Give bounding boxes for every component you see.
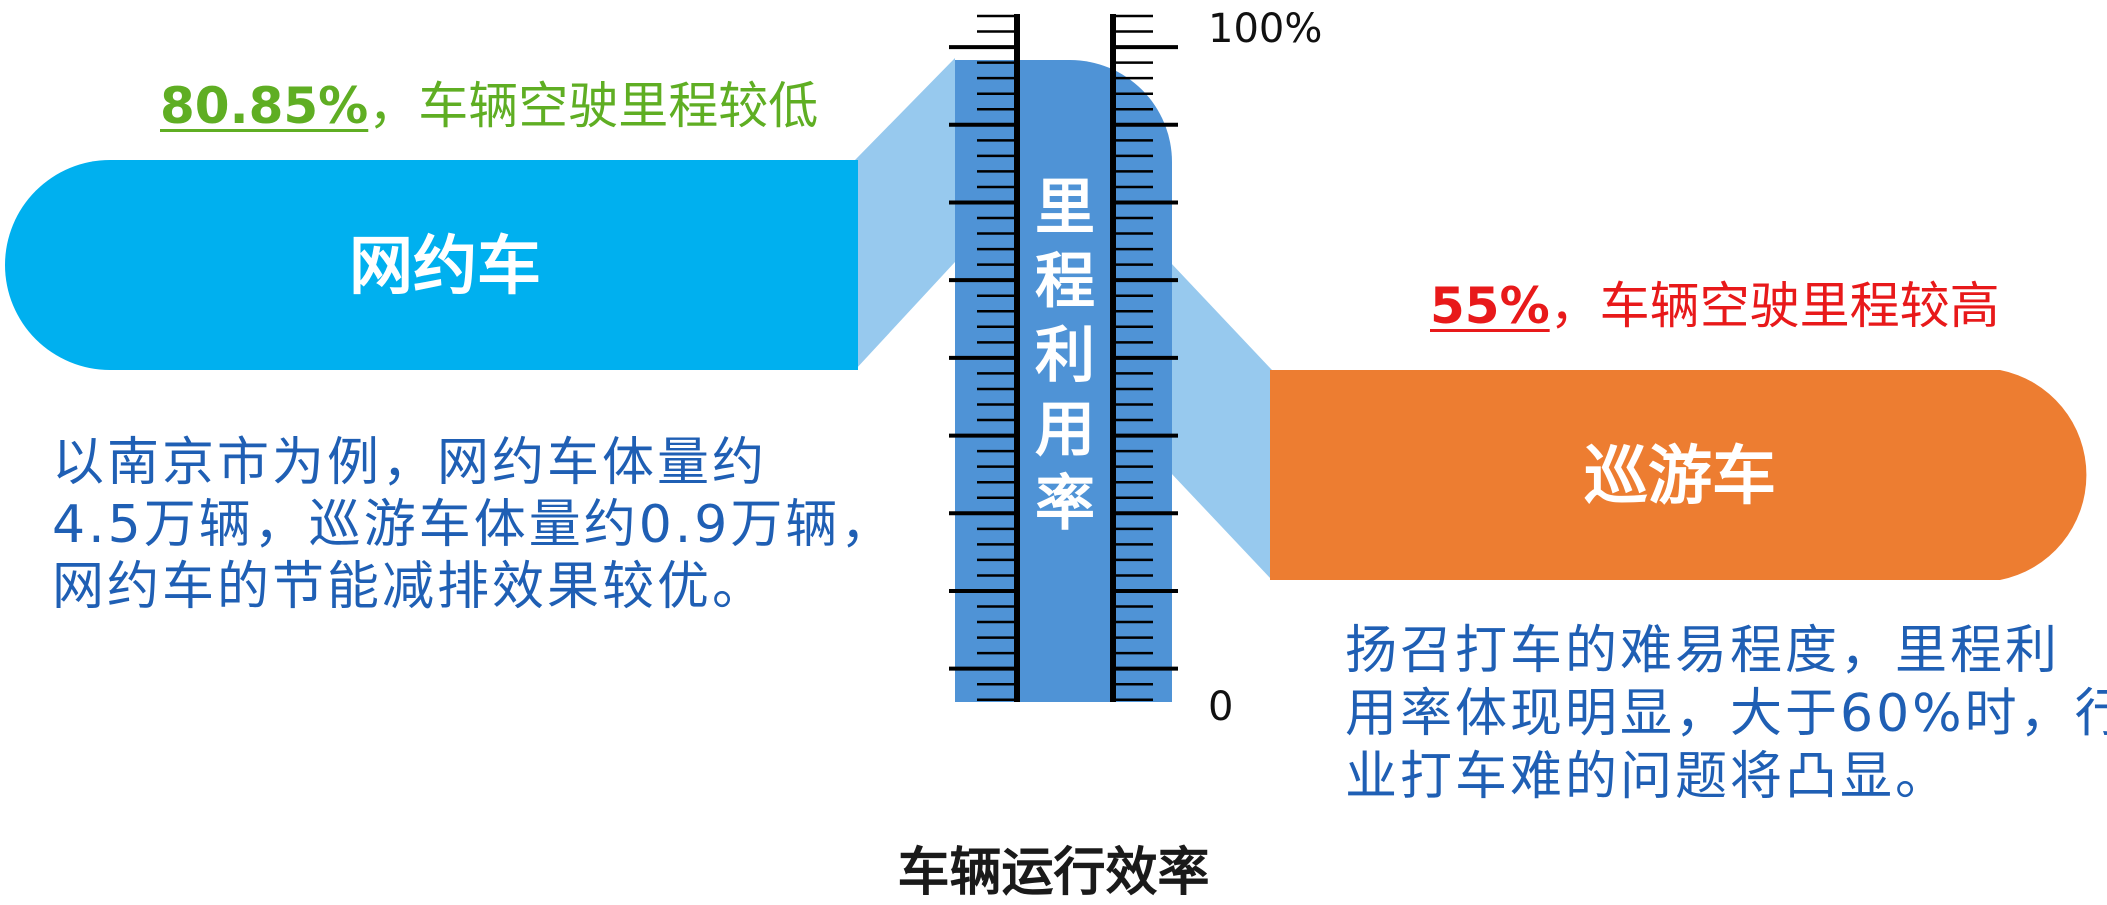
taxi-stat-value: 55% [1430, 277, 1550, 335]
ride-hailing-label: 网约车 [349, 230, 541, 304]
taxi-stat-text: ，车辆空驶里程较高 [1549, 277, 2000, 335]
taxi-label: 巡游车 [1584, 440, 1776, 514]
ride-hailing-stat: 80.85%，车辆空驶里程较低 [160, 66, 818, 138]
diagram-title: 车辆运行效率 [897, 843, 1210, 903]
ride-hailing-note-line: 4.5万辆，巡游车体量约0.9万辆， [52, 495, 896, 555]
gauge-fill [955, 60, 1172, 702]
ride-hailing-stat-value: 80.85% [160, 77, 369, 135]
taxi-connector [1170, 262, 1272, 580]
gauge-ticks-right [1113, 14, 1178, 702]
taxi-note: 扬召打车的难易程度，里程利 用率体现明显，大于60%时，行 业打车难的问题将凸显… [1345, 620, 2107, 809]
gauge-label-char: 程 [1035, 247, 1095, 317]
ride-hailing-note-line: 网约车的节能减排效果较优。 [52, 557, 768, 617]
ride-hailing-stat-text: ，车辆空驶里程较低 [368, 77, 819, 135]
ride-hailing-pill [5, 160, 858, 370]
taxi-note-line: 扬召打车的难易程度，里程利 [1345, 621, 2061, 681]
taxi-stat: 55%，车辆空驶里程较高 [1430, 266, 2000, 338]
gauge-label-char: 率 [1035, 469, 1095, 539]
gauge-label-char: 里 [1035, 173, 1095, 243]
ride-hailing-note-line: 以南京市为例，网约车体量约 [52, 433, 768, 493]
gauge-top-label: 100% [1208, 6, 1322, 52]
taxi-pill [1270, 370, 2087, 580]
gauge-ticks-left [949, 14, 1017, 702]
ride-hailing-connector [855, 58, 955, 370]
taxi-note-line: 业打车难的问题将凸显。 [1345, 747, 1951, 807]
gauge-label-char: 利 [1035, 321, 1095, 391]
gauge-bottom-label: 0 [1208, 684, 1233, 730]
ride-hailing-note: 以南京市为例，网约车体量约 4.5万辆，巡游车体量约0.9万辆， 网约车的节能减… [52, 432, 895, 618]
gauge-label-char: 用 [1035, 395, 1095, 465]
taxi-note-line: 用率体现明显，大于60%时，行 [1345, 684, 2107, 744]
